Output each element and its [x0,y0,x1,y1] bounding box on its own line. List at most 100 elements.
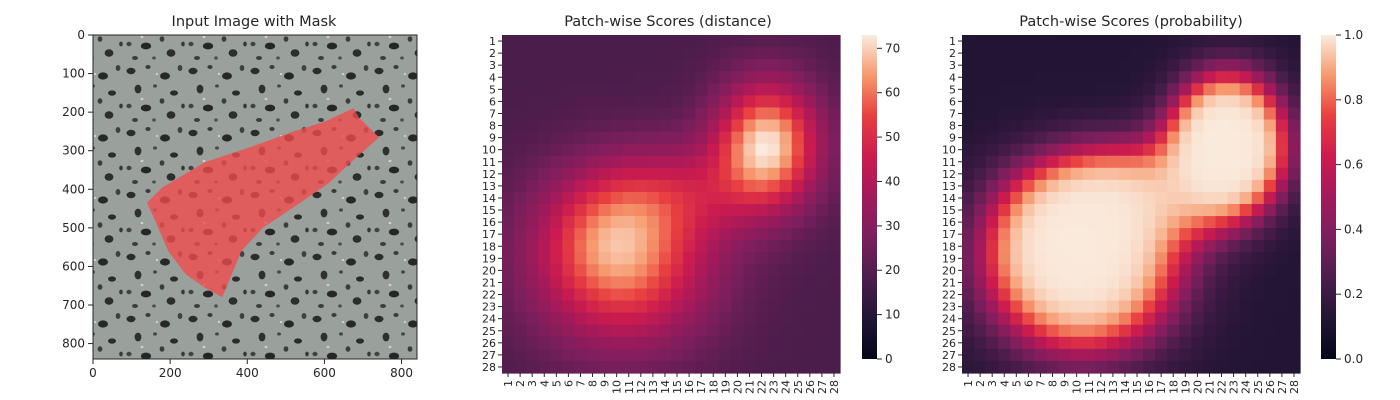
probability-cell [1287,336,1301,350]
distance-cell [634,336,648,350]
x-tick-label: 28 [1288,380,1301,394]
probability-cell [1239,204,1253,217]
probability-cell [1070,95,1084,109]
distance-cell [646,95,660,109]
distance-cell [683,300,696,314]
distance-cell [598,167,612,181]
probability-cell [1070,276,1084,290]
probability-cell [1010,348,1023,362]
distance-cell [574,131,588,145]
probability-cell [1094,288,1108,302]
probability-cell [1263,179,1277,193]
probability-cell [1287,95,1301,109]
probability-cell [1010,228,1023,241]
probability-cell [1058,59,1072,72]
probability-cell [1203,348,1217,362]
probability-cell [998,107,1011,121]
distance-cell [538,252,551,265]
probability-cell [986,95,999,109]
distance-cell [550,252,563,265]
distance-cell [743,300,757,314]
distance-cell [731,191,745,205]
probability-cell [974,71,987,84]
probability-cell [1094,360,1108,374]
probability-cell [998,47,1011,60]
distance-cell [731,107,745,121]
probability-cell [1058,143,1072,157]
probability-cell [1215,252,1229,265]
probability-cell [1215,336,1229,350]
probability-cell [1070,143,1084,157]
distance-cell [634,179,648,193]
probability-cell [1287,107,1301,121]
x-tick-label: 8 [1047,380,1060,387]
distance-cell [683,191,696,205]
distance-cell [791,324,805,338]
distance-cell [646,155,660,169]
distance-cell [526,35,539,48]
probability-cell [1022,119,1036,133]
distance-cell [538,59,551,72]
probability-cell [1191,179,1205,193]
probability-cell [1179,83,1192,96]
probability-cell [1215,300,1229,314]
probability-cell [1239,288,1253,302]
probability-cell [962,131,975,145]
distance-cell [827,288,841,302]
distance-cell [791,83,805,96]
probability-cell [1251,264,1265,278]
probability-cell [1227,312,1241,326]
probability-cell [1094,119,1108,133]
distance-cell [646,264,660,278]
probability-cell [1034,143,1048,157]
probability-cell [1239,119,1253,133]
probability-cell [1131,276,1144,290]
probability-cell [1034,179,1048,193]
probability-cell [1070,348,1084,362]
distance-cell [731,312,745,326]
probability-cell [986,167,999,181]
probability-cell [1070,119,1084,133]
probability-cell [1155,288,1168,302]
distance-cell [671,300,684,314]
distance-cell [574,83,588,96]
probability-cell [1263,312,1277,326]
probability-cell [1239,107,1253,121]
distance-cell [562,276,576,290]
probability-cell [962,240,975,253]
probability-cell [1179,360,1192,374]
probability-cell [1179,143,1192,157]
distance-cell [550,191,563,205]
distance-cell [514,348,527,362]
probability-cell [986,119,999,133]
probability-cell [1058,300,1072,314]
y-tick-label: 15 [942,204,956,217]
distance-cell [719,240,732,253]
distance-cell [683,179,696,193]
distance-cell [586,276,600,290]
probability-cell [1034,71,1048,84]
distance-cell [803,107,817,121]
distance-cell [622,167,636,181]
y-tick-label: 800 [62,337,85,351]
probability-cell [1010,71,1023,84]
probability-cell [1131,336,1144,350]
distance-cell [622,119,636,133]
probability-cell [1106,264,1120,278]
distance-cell [586,107,600,121]
distance-cell [574,324,588,338]
distance-cell [743,324,757,338]
distance-cell [586,59,600,72]
probability-cell [998,216,1011,229]
distance-cell [586,71,600,84]
probability-cell [986,59,999,72]
probability-cell [1179,240,1192,253]
probability-cell [998,288,1011,302]
probability-cell [1191,95,1205,109]
distance-cell [815,228,829,241]
probability-cell [1263,240,1277,253]
y-tick-label: 18 [942,240,956,253]
distance-cell [695,276,708,290]
probability-cell [1131,131,1144,145]
probability-cell [1227,47,1241,60]
